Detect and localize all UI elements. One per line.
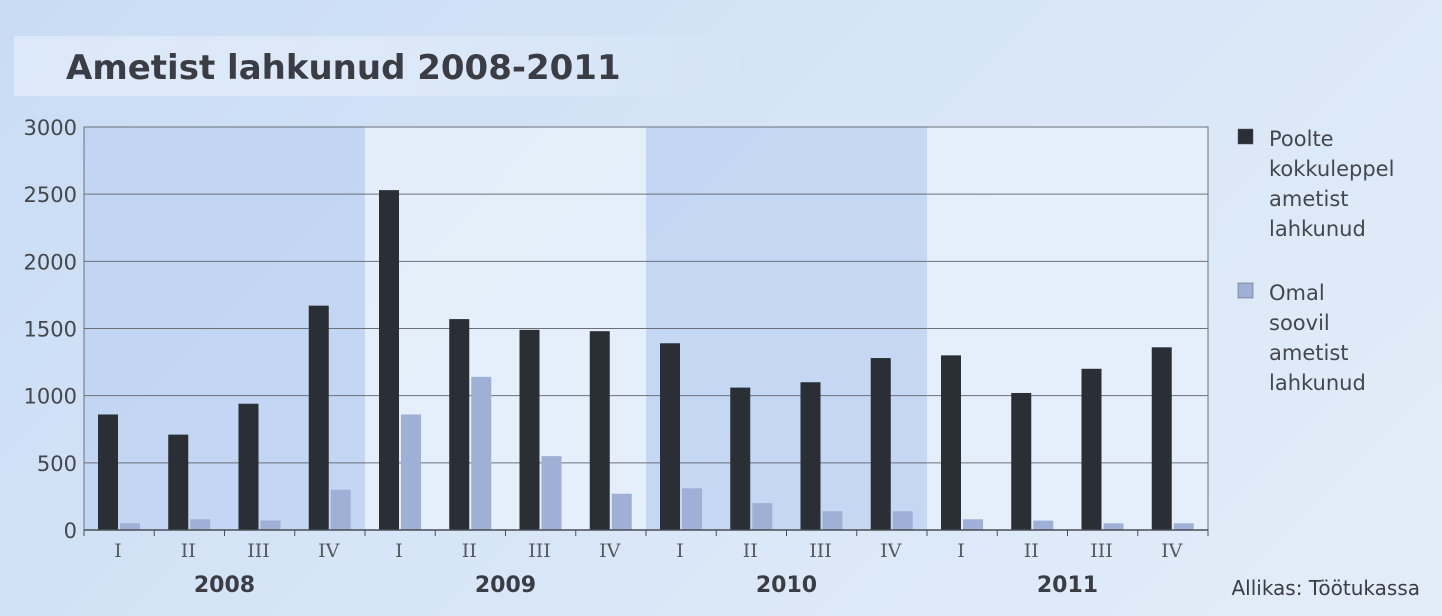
- x-tick-label: III: [528, 540, 551, 562]
- year-label: 2011: [1037, 573, 1098, 598]
- x-tick-label: IV: [599, 540, 621, 562]
- y-tick-label: 1500: [24, 318, 77, 342]
- legend-label: kokkuleppel: [1269, 157, 1394, 181]
- chart-title: Ametist lahkunud 2008-2011: [66, 48, 621, 88]
- y-tick-label: 2500: [24, 183, 77, 207]
- bar-series-2: [260, 520, 281, 530]
- y-tick-label: 1000: [24, 385, 77, 409]
- bar-series-2: [1033, 520, 1054, 530]
- bar-series-1: [660, 343, 680, 530]
- bar-series-1: [238, 403, 259, 530]
- source-note: Allikas: Töötukassa: [1231, 576, 1420, 600]
- x-tick-label: III: [1090, 540, 1113, 562]
- legend-label: ametist: [1269, 187, 1349, 211]
- x-tick-label: II: [181, 540, 196, 562]
- year-label: 2010: [756, 573, 817, 598]
- title-banner: [14, 36, 754, 96]
- bar-series-2: [1173, 523, 1194, 530]
- bar-series-2: [682, 488, 702, 530]
- bar-series-1: [1151, 347, 1172, 530]
- year-label: 2009: [475, 573, 536, 598]
- x-tick-label: IV: [880, 540, 902, 562]
- bar-series-1: [449, 319, 470, 530]
- bar-series-2: [401, 414, 421, 530]
- x-tick-label: I: [114, 540, 122, 562]
- legend-label: Poolte: [1269, 127, 1334, 151]
- x-tick-label: III: [809, 540, 832, 562]
- bar-series-2: [1103, 523, 1124, 530]
- legend-label: lahkunud: [1269, 371, 1366, 395]
- legend-label: lahkunud: [1269, 217, 1366, 241]
- legend-swatch: [1237, 128, 1254, 145]
- bar-series-1: [1011, 392, 1032, 530]
- legend-label: soovil: [1269, 311, 1330, 335]
- legend-label: ametist: [1269, 341, 1349, 365]
- y-tick-label: 0: [64, 519, 77, 543]
- bar-series-1: [98, 414, 118, 530]
- bar-series-2: [471, 376, 492, 530]
- x-tick-label: IV: [1161, 540, 1183, 562]
- bar-series-1: [870, 358, 891, 530]
- bar-series-1: [730, 387, 751, 530]
- y-tick-label: 2000: [24, 250, 77, 274]
- bar-series-2: [541, 456, 562, 530]
- bar-series-1: [308, 305, 329, 530]
- bar-series-2: [330, 489, 351, 530]
- x-tick-label: I: [957, 540, 965, 562]
- bar-series-2: [752, 503, 773, 530]
- bar-series-2: [822, 511, 843, 530]
- bar-series-2: [611, 493, 632, 530]
- bar-series-1: [800, 382, 821, 530]
- bar-series-1: [1081, 368, 1102, 530]
- y-tick-label: 3000: [24, 116, 77, 140]
- x-tick-label: I: [395, 540, 403, 562]
- x-tick-label: III: [247, 540, 270, 562]
- x-tick-label: I: [676, 540, 684, 562]
- bar-series-2: [190, 519, 211, 530]
- bar-series-1: [519, 329, 540, 530]
- year-label: 2008: [194, 573, 255, 598]
- bar-series-2: [963, 519, 983, 530]
- bar-series-1: [379, 190, 399, 531]
- bar-series-1: [168, 434, 189, 530]
- legend-swatch: [1237, 282, 1254, 299]
- x-tick-label: IV: [318, 540, 340, 562]
- x-tick-label: II: [462, 540, 477, 562]
- bar-series-2: [892, 511, 913, 530]
- x-tick-label: II: [1024, 540, 1039, 562]
- legend-label: Omal: [1269, 281, 1325, 305]
- x-tick-label: II: [743, 540, 758, 562]
- bar-series-2: [120, 523, 140, 530]
- bar-series-1: [941, 355, 961, 530]
- bar-series-1: [589, 331, 610, 530]
- y-tick-label: 500: [37, 452, 77, 476]
